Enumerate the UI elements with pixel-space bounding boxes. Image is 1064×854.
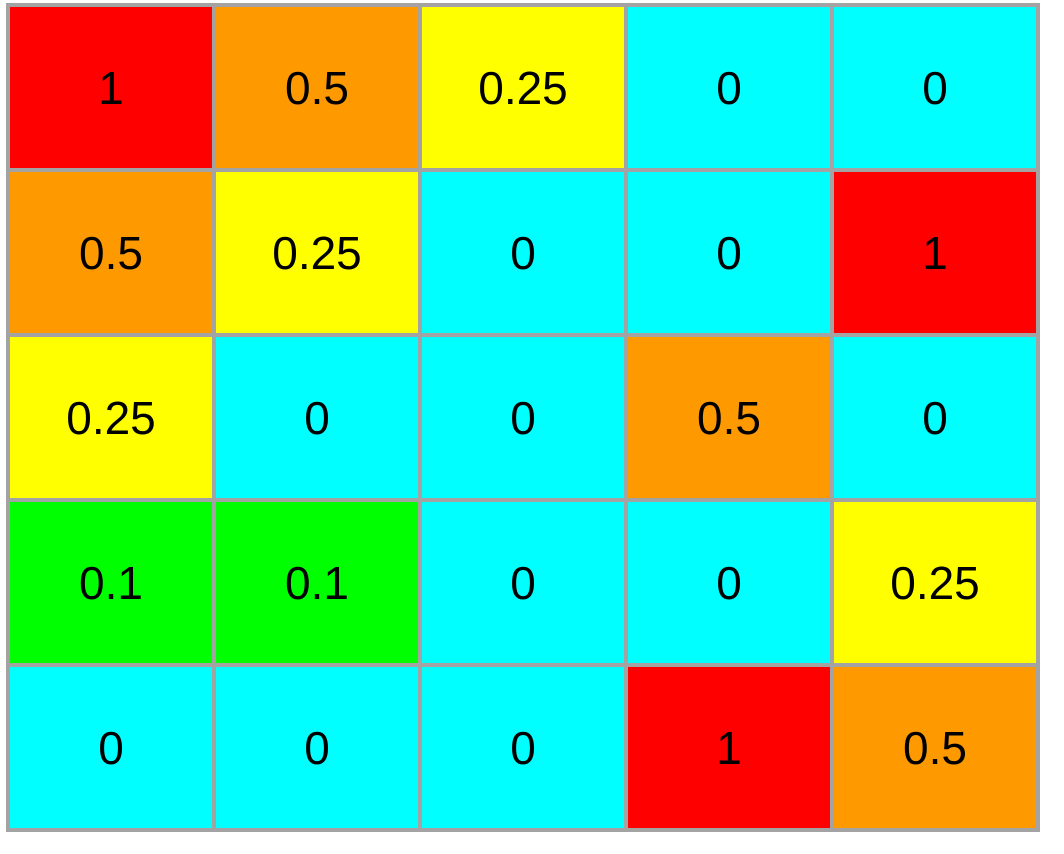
grid-cell: 1	[6, 3, 216, 172]
grid-cell: 0.5	[624, 333, 834, 502]
grid-cell: 0.5	[6, 168, 216, 337]
grid-cell: 0.25	[830, 498, 1040, 667]
grid-cell: 0.1	[6, 498, 216, 667]
grid-row: 1 0.5 0.25 0 0	[6, 3, 1040, 172]
grid-row: 0 0 0 1 0.5	[6, 663, 1040, 832]
grid-cell: 0.5	[212, 3, 422, 172]
grid-cell: 0.1	[212, 498, 422, 667]
grid-cell: 0.25	[6, 333, 216, 502]
grid-cell: 0.5	[830, 663, 1040, 832]
grid-cell: 0.25	[212, 168, 422, 337]
grid-cell: 0	[624, 498, 834, 667]
grid-cell: 0	[418, 168, 628, 337]
grid-cell: 1	[624, 663, 834, 832]
grid-cell: 0	[6, 663, 216, 832]
grid-cell: 0	[418, 498, 628, 667]
grid-cell: 0	[624, 3, 834, 172]
grid-cell: 0	[418, 663, 628, 832]
grid-cell: 0	[830, 333, 1040, 502]
grid-cell: 0	[212, 333, 422, 502]
grid-row: 0.1 0.1 0 0 0.25	[6, 498, 1040, 667]
grid-cell: 0	[830, 3, 1040, 172]
grid-cell: 1	[830, 168, 1040, 337]
grid-cell: 0.25	[418, 3, 628, 172]
grid-row: 0.25 0 0 0.5 0	[6, 333, 1040, 502]
grid-cell: 0	[624, 168, 834, 337]
value-grid: 1 0.5 0.25 0 0 0.5 0.25 0 0 1 0.25 0 0 0.5 0 0.1 0.1 0 0 0.…	[6, 3, 1040, 832]
grid-cell: 0	[212, 663, 422, 832]
grid-row: 0.5 0.25 0 0 1	[6, 168, 1040, 337]
grid-cell: 0	[418, 333, 628, 502]
